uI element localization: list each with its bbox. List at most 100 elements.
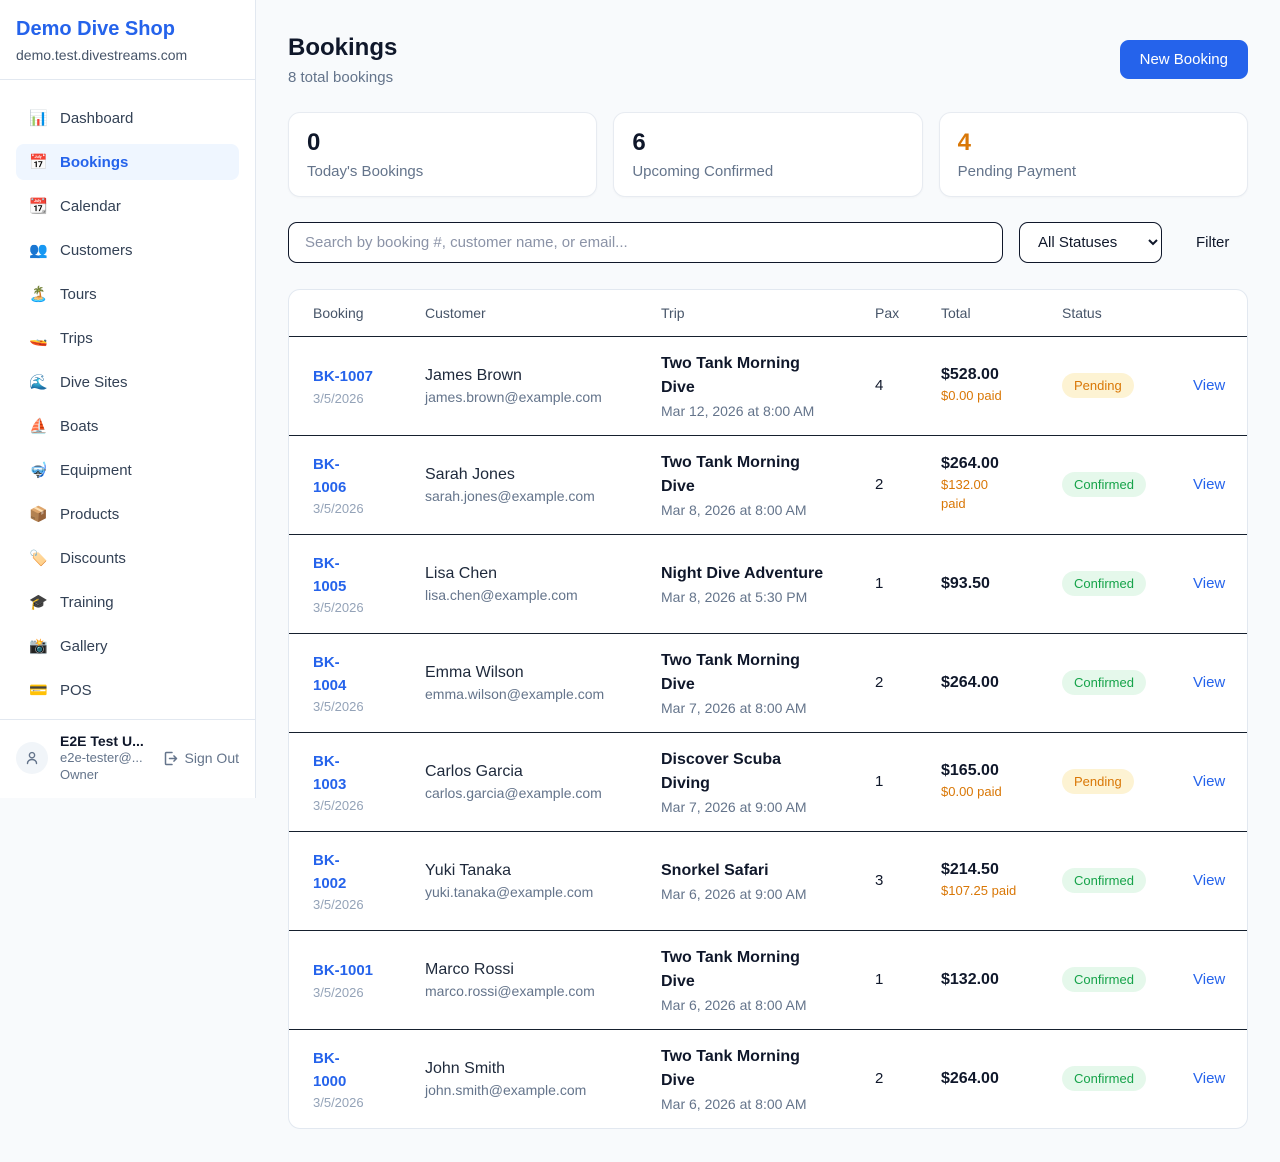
table-row: BK- 1002 3/5/2026 Yuki Tanaka yuki.tanaka@ex… xyxy=(289,830,1247,930)
trip-datetime: Mar 6, 2026 at 8:00 AM xyxy=(661,1096,807,1113)
view-cell: View xyxy=(1193,575,1225,593)
view-link[interactable]: View xyxy=(1193,475,1226,493)
sidebar-item-dashboard[interactable]: 📊 Dashboard xyxy=(16,100,239,136)
customer-name: John Smith xyxy=(425,1059,506,1077)
view-link[interactable]: View xyxy=(1193,574,1226,592)
sidebar-item-bookings[interactable]: 📅 Bookings xyxy=(16,144,239,180)
sidebar-item-boats[interactable]: ⛵ Boats xyxy=(16,408,239,444)
view-link[interactable]: View xyxy=(1193,772,1226,790)
booking-id-link[interactable]: BK- 1000 xyxy=(313,1049,347,1091)
booking-id-link[interactable]: BK-1007 xyxy=(313,368,374,386)
new-booking-button[interactable]: New Booking xyxy=(1119,40,1248,79)
trip-datetime: Mar 7, 2026 at 8:00 AM xyxy=(661,700,807,717)
customer-email: john.smith@example.com xyxy=(425,1081,587,1098)
pax-value: 2 xyxy=(875,674,884,692)
sidebar-item-products[interactable]: 📦 Products xyxy=(16,496,239,532)
status-cell: Confirmed xyxy=(1062,1066,1193,1092)
sidebar-item-training[interactable]: 🎓 Training xyxy=(16,584,239,620)
stat-value: 6 xyxy=(632,128,646,156)
trip-datetime: Mar 8, 2026 at 5:30 PM xyxy=(661,589,808,606)
column-header-trip: Trip xyxy=(661,304,685,321)
wave-icon: 🌊 xyxy=(29,373,48,391)
booking-id-link[interactable]: BK- 1004 xyxy=(313,653,347,695)
diving-mask-icon: 🤿 xyxy=(29,461,48,479)
stat-card-upcoming-confirmed: 6 Upcoming Confirmed xyxy=(613,111,923,197)
booking-date: 3/5/2026 xyxy=(313,984,364,1000)
view-link[interactable]: View xyxy=(1193,376,1226,394)
bar-chart-icon: 📊 xyxy=(29,109,48,127)
total-amount: $264.00 xyxy=(941,455,999,473)
total-amount: $528.00 xyxy=(941,365,999,383)
customer-email: sarah.jones@example.com xyxy=(425,487,595,504)
trip-name: Two Tank Morning Dive xyxy=(661,1048,800,1090)
booking-id-link[interactable]: BK- 1003 xyxy=(313,752,347,794)
sidebar: Demo Dive Shop demo.test.divestreams.com… xyxy=(0,0,256,798)
table-row: BK-1001 3/5/2026 Marco Rossi marco.rossi@ex… xyxy=(289,929,1247,1029)
column-header-booking: Booking xyxy=(313,304,364,321)
pax-value: 4 xyxy=(875,377,884,395)
view-link[interactable]: View xyxy=(1193,1069,1226,1087)
booking-id-link[interactable]: BK- 1006 xyxy=(313,455,347,497)
sidebar-item-equipment[interactable]: 🤿 Equipment xyxy=(16,452,239,488)
sidebar-item-label: Tours xyxy=(60,285,97,303)
page-header: Bookings 8 total bookings New Booking xyxy=(288,34,1248,86)
booking-date: 3/5/2026 xyxy=(313,699,364,715)
sidebar-item-trips[interactable]: 🚤 Trips xyxy=(16,320,239,356)
total-amount: $165.00 xyxy=(941,761,999,779)
stat-label: Upcoming Confirmed xyxy=(632,162,774,180)
sign-out-button[interactable]: Sign Out xyxy=(162,750,239,767)
status-badge: Confirmed xyxy=(1062,868,1146,894)
status-select[interactable]: All Statuses xyxy=(1019,221,1162,263)
customer-email: carlos.garcia@example.com xyxy=(425,784,602,801)
table-row: BK- 1005 3/5/2026 Lisa Chen lisa.chen@exampl… xyxy=(289,533,1247,633)
status-badge: Pending xyxy=(1062,373,1134,399)
sidebar-item-calendar[interactable]: 📆 Calendar xyxy=(16,188,239,224)
sidebar-item-discounts[interactable]: 🏷️ Discounts xyxy=(16,540,239,576)
booking-cell: BK- 1005 3/5/2026 xyxy=(313,552,425,616)
booking-id-link[interactable]: BK- 1005 xyxy=(313,554,347,596)
sidebar-item-gallery[interactable]: 📸 Gallery xyxy=(16,628,239,664)
booking-id-link[interactable]: BK- 1002 xyxy=(313,851,347,893)
sidebar-item-dive-sites[interactable]: 🌊 Dive Sites xyxy=(16,364,239,400)
search-input[interactable] xyxy=(288,221,1003,263)
sidebar-item-label: Gallery xyxy=(60,637,108,655)
sidebar-item-customers[interactable]: 👥 Customers xyxy=(16,232,239,268)
trip-name: Two Tank Morning Dive xyxy=(661,652,800,694)
customer-cell: Carlos Garcia carlos.garcia@example.com xyxy=(425,763,661,801)
booking-id-link[interactable]: BK-1001 xyxy=(313,962,374,980)
view-link[interactable]: View xyxy=(1193,673,1226,691)
pax-value: 2 xyxy=(875,476,884,494)
pax-value: 1 xyxy=(875,575,884,593)
total-cell: $214.50 $107.25 paid xyxy=(941,861,1062,901)
people-icon: 👥 xyxy=(29,241,48,259)
sidebar-item-label: Customers xyxy=(60,241,133,259)
view-link[interactable]: View xyxy=(1193,871,1226,889)
label-tag-icon: 🏷️ xyxy=(29,549,48,567)
customer-name: Carlos Garcia xyxy=(425,762,523,780)
pax-value: 2 xyxy=(875,1070,884,1088)
sidebar-item-tours[interactable]: 🏝️ Tours xyxy=(16,276,239,312)
filter-button[interactable]: Filter xyxy=(1196,233,1230,251)
sidebar-nav: 📊 Dashboard 📅 Bookings 📆 Calendar 👥 Customers 🏝️… xyxy=(0,80,255,716)
trip-datetime: Mar 8, 2026 at 8:00 AM xyxy=(661,502,807,519)
status-badge: Pending xyxy=(1062,769,1134,795)
customer-cell: Emma Wilson emma.wilson@example.com xyxy=(425,664,661,702)
island-icon: 🏝️ xyxy=(29,285,48,303)
status-badge: Confirmed xyxy=(1062,967,1146,993)
pax-value: 3 xyxy=(875,872,884,890)
customer-name: Yuki Tanaka xyxy=(425,861,511,879)
customer-cell: John Smith john.smith@example.com xyxy=(425,1060,661,1098)
paid-amount: $0.00 paid xyxy=(941,387,1002,403)
trip-cell: Two Tank Morning Dive Mar 12, 2026 at 8:0… xyxy=(661,352,875,419)
booking-cell: BK- 1004 3/5/2026 xyxy=(313,651,425,715)
sidebar-user-footer: E2E Test U... e2e-tester@... Owner Sign … xyxy=(0,719,255,798)
customer-cell: James Brown james.brown@example.com xyxy=(425,367,661,405)
trip-cell: Two Tank Morning Dive Mar 7, 2026 at 8:00… xyxy=(661,649,875,716)
view-link[interactable]: View xyxy=(1193,970,1226,988)
booking-date: 3/5/2026 xyxy=(313,798,364,814)
avatar xyxy=(16,742,48,775)
sailboat-icon: ⛵ xyxy=(29,417,48,435)
trip-datetime: Mar 12, 2026 at 8:00 AM xyxy=(661,403,815,420)
sidebar-item-pos[interactable]: 💳 POS xyxy=(16,672,239,708)
sign-out-label: Sign Out xyxy=(184,750,239,767)
